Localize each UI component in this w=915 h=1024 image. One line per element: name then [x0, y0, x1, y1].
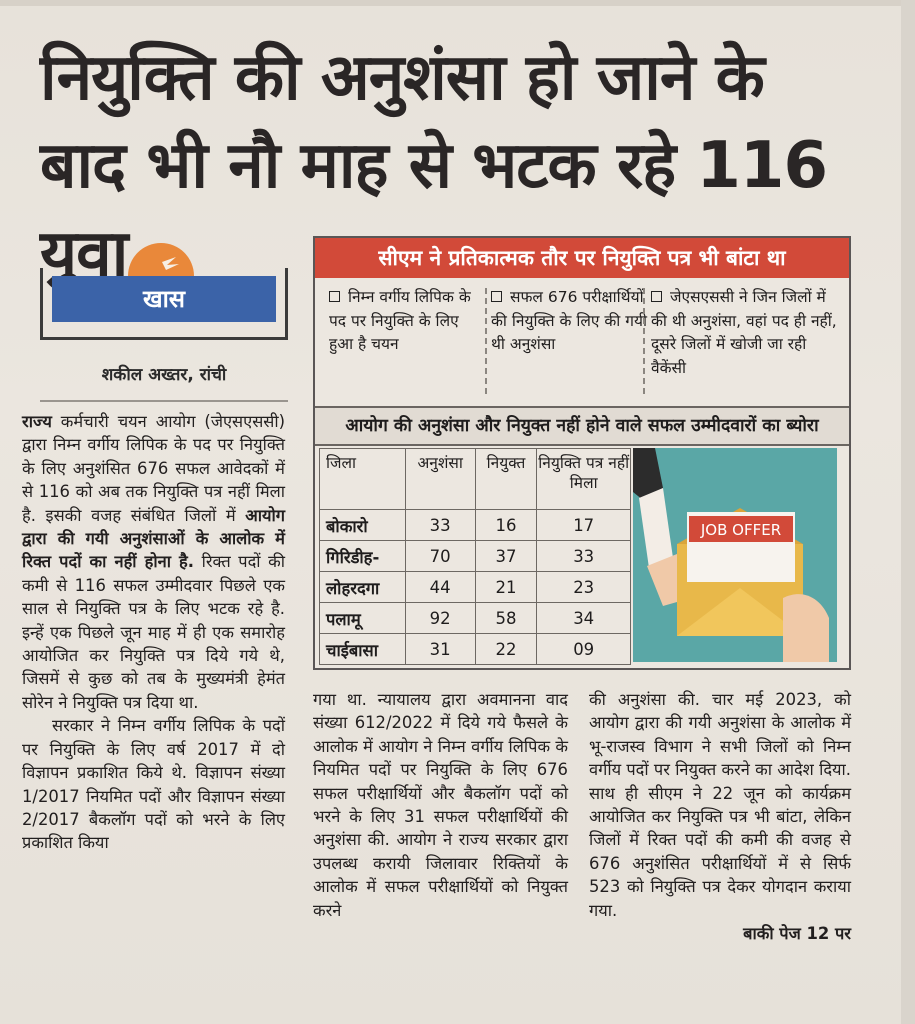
table-cell: बोकारो — [319, 509, 406, 541]
square-bullet-icon — [491, 291, 502, 302]
dropcap-word: राज्य — [22, 412, 52, 431]
paragraph-text: रिक्त पदों की कमी से 116 सफल उम्मीदवार प… — [22, 552, 285, 712]
top-edge — [0, 0, 915, 6]
table-cell: 37 — [474, 540, 538, 572]
table-cell: 16 — [474, 509, 538, 541]
square-bullet-icon — [651, 291, 662, 302]
job-offer-illustration: JOB OFFER — [633, 448, 837, 662]
table-cell: 33 — [404, 509, 476, 541]
table-cell: गिरिडीह- — [319, 540, 406, 572]
headline: नियुक्ति की अनुशंसा हो जाने के बाद भी नौ… — [40, 41, 828, 291]
table-cell: पलामू — [319, 602, 406, 634]
table-row: गिरिडीह- 70 37 33 — [319, 540, 631, 572]
table-cell: 09 — [536, 633, 631, 665]
article-column-2: गया था. न्यायालय द्वारा अवमानना वाद संख्… — [313, 688, 568, 922]
bullet-item: निम्न वर्गीय लिपिक के पद पर नियुक्ति के … — [329, 288, 471, 353]
table-cell: लोहरदगा — [319, 571, 406, 603]
column-header: नियुक्त — [474, 448, 538, 510]
table-title: आयोग की अनुशंसा और नियुक्त नहीं होने वाल… — [315, 406, 849, 446]
dashed-divider — [643, 288, 645, 394]
highlight-text: आयोग द्वारा की गयी अनुशंसाओं के आलोक में… — [22, 505, 285, 572]
divider — [40, 400, 288, 402]
table-cell: 22 — [474, 633, 538, 665]
job-offer-label: JOB OFFER — [700, 521, 781, 539]
paragraph: गया था. न्यायालय द्वारा अवमानना वाद संख्… — [313, 690, 568, 920]
table-cell: 70 — [404, 540, 476, 572]
panel-banner: सीएम ने प्रतिकात्मक तौर पर नियुक्ति पत्र… — [315, 238, 849, 278]
column-header: अनुशंसा — [404, 448, 476, 510]
dashed-divider — [485, 288, 487, 394]
section-tag-logo: खास — [40, 236, 288, 340]
table-header-row: जिला अनुशंसा नियुक्त नियुक्ति पत्र नहीं … — [319, 448, 631, 510]
table-cell: 23 — [536, 571, 631, 603]
table-cell: 31 — [404, 633, 476, 665]
bullet-item: सफल 676 परीक्षार्थियों की नियुक्ति के लि… — [491, 288, 647, 353]
table-row: लोहरदगा 44 21 23 — [319, 571, 631, 603]
table-cell: 21 — [474, 571, 538, 603]
bullet-row: निम्न वर्गीय लिपिक के पद पर नियुक्ति के … — [315, 282, 849, 402]
section-tag: खास — [52, 276, 276, 322]
table-row: चाईबासा 31 22 09 — [319, 633, 631, 665]
column-header: जिला — [319, 448, 406, 510]
page-edge — [901, 0, 915, 1024]
table-cell: 17 — [536, 509, 631, 541]
table-cell: 58 — [474, 602, 538, 634]
column-header: नियुक्ति पत्र नहीं मिला — [536, 448, 631, 510]
table-cell: 33 — [536, 540, 631, 572]
continued-note: बाकी पेज 12 पर — [743, 924, 851, 944]
square-bullet-icon — [329, 291, 340, 302]
table-cell: 92 — [404, 602, 476, 634]
table-cell: 44 — [404, 571, 476, 603]
info-panel: सीएम ने प्रतिकात्मक तौर पर नियुक्ति पत्र… — [313, 236, 851, 670]
paragraph: की अनुशंसा की. चार मई 2023, को आयोग द्वा… — [589, 690, 851, 920]
bullet-item: जेएसएससी ने जिन जिलों में की थी अनुशंसा,… — [651, 288, 837, 377]
table-cell: 34 — [536, 602, 631, 634]
tag-frame — [40, 268, 288, 340]
article-column-1: राज्य कर्मचारी चयन आयोग (जेएसएससी) द्वार… — [22, 410, 285, 855]
paragraph: सरकार ने निम्न वर्गीय लिपिक के पदों पर न… — [22, 716, 285, 853]
byline: शकील अख्तर, रांची — [101, 365, 227, 385]
data-table: जिला अनुशंसा नियुक्त नियुक्ति पत्र नहीं … — [319, 448, 631, 665]
article-column-3: की अनुशंसा की. चार मई 2023, को आयोग द्वा… — [589, 688, 851, 945]
table-cell: चाईबासा — [319, 633, 406, 665]
paragraph-text: कर्मचारी चयन आयोग (जेएसएससी) द्वारा निम्… — [22, 412, 285, 525]
table-row: बोकारो 33 16 17 — [319, 509, 631, 541]
table-row: पलामू 92 58 34 — [319, 602, 631, 634]
